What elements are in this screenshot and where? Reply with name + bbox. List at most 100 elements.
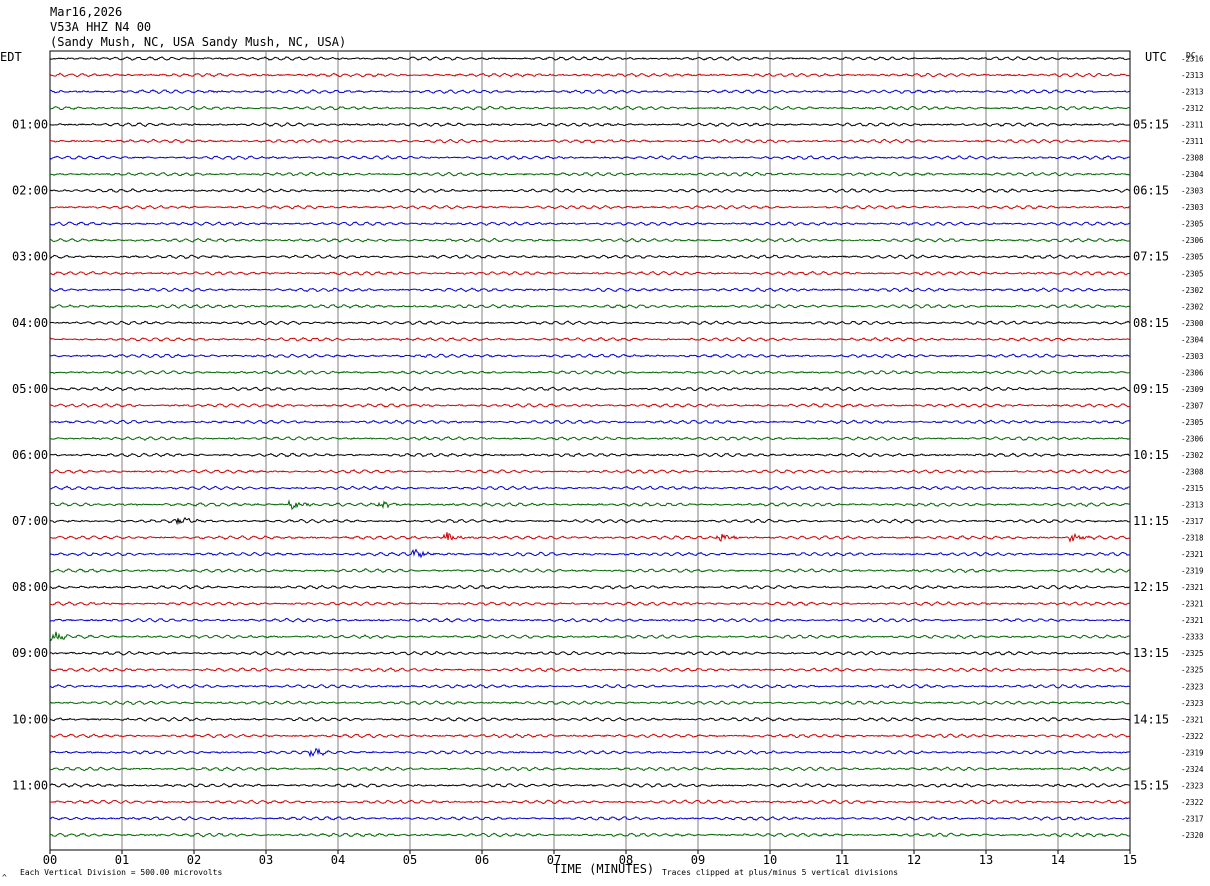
x-tick-label: 01 (115, 853, 129, 867)
utc-hour-label: 10:15 (1133, 448, 1169, 462)
dc-value-label: -2302 (1181, 286, 1204, 295)
trace-row-44 (49, 766, 1131, 772)
dc-value-label: -2304 (1181, 170, 1204, 179)
trace-row-26 (49, 469, 1131, 474)
edt-hour-label: 10:00 (12, 712, 48, 726)
trace-row-12 (49, 237, 1131, 243)
dc-value-label: -2307 (1181, 401, 1204, 410)
trace-row-42 (49, 733, 1131, 739)
dc-value-label: -2323 (1181, 781, 1204, 790)
trace-row-27 (49, 485, 1131, 491)
trace-row-4 (49, 105, 1131, 111)
trace-row-3 (49, 88, 1131, 94)
utc-hour-label: 06:15 (1133, 184, 1169, 198)
trace-row-8 (49, 171, 1131, 177)
edt-hour-label: 06:00 (12, 448, 48, 462)
dc-value-label: -2320 (1181, 831, 1204, 840)
x-tick-label: 07 (547, 853, 561, 867)
dc-value-label: -2304 (1181, 335, 1204, 344)
trace-row-47 (49, 816, 1131, 821)
utc-hour-label: 13:15 (1133, 646, 1169, 660)
x-tick-label: 05 (403, 853, 417, 867)
dc-value-label: -2317 (1181, 814, 1204, 823)
trace-row-39 (49, 684, 1131, 689)
x-tick-label: 15 (1123, 853, 1137, 867)
dc-value-label: -2322 (1181, 732, 1204, 741)
trace-row-5 (49, 122, 1131, 127)
utc-hour-label: 11:15 (1133, 514, 1169, 528)
dc-value-label: -2321 (1181, 715, 1204, 724)
utc-hour-label: 09:15 (1133, 382, 1169, 396)
trace-row-45 (49, 782, 1131, 788)
trace-row-24 (49, 436, 1131, 441)
dc-value-label: -2313 (1181, 71, 1204, 80)
dc-value-label: -2308 (1181, 468, 1204, 477)
trace-row-18 (49, 336, 1131, 342)
dc-value-label: -2306 (1181, 368, 1204, 377)
edt-hour-label: 11:00 (12, 778, 48, 792)
dc-value-label: -2305 (1181, 253, 1204, 262)
trace-row-19 (49, 353, 1131, 359)
trace-row-37 (49, 650, 1131, 656)
edt-hour-label: 02:00 (12, 184, 48, 198)
right-timezone-label: UTC (1145, 50, 1167, 64)
trace-row-6 (49, 138, 1131, 144)
dc-value-label: -2313 (1181, 501, 1204, 510)
plot-border (49, 50, 1131, 851)
dc-value-label: -2311 (1181, 121, 1204, 130)
trace-row-11 (49, 221, 1131, 227)
trace-row-36 (49, 631, 1131, 642)
dc-offset-labels: -2316 -2313 -2313 -2312 -2311 -2311 -2308 -2304… (1181, 55, 1204, 840)
trace-row-7 (49, 155, 1131, 160)
dc-value-label: -2311 (1181, 137, 1204, 146)
x-tick-label: 14 (1051, 853, 1065, 867)
dc-value-label: -2317 (1181, 517, 1204, 526)
dc-value-label: -2315 (1181, 484, 1204, 493)
dc-value-label: -2309 (1181, 385, 1204, 394)
dc-value-label: -2321 (1181, 550, 1204, 559)
trace-row-33 (49, 584, 1131, 590)
trace-row-20 (49, 369, 1131, 375)
dc-value-label: -2318 (1181, 534, 1204, 543)
dc-value-label: -2303 (1181, 203, 1204, 212)
dc-value-label: -2306 (1181, 236, 1204, 245)
trace-row-9 (49, 188, 1131, 194)
trace-row-16 (49, 303, 1131, 309)
x-tick-label: 06 (475, 853, 489, 867)
x-tick-label: 04 (331, 853, 345, 867)
dc-value-label: -2333 (1181, 633, 1204, 642)
dc-value-label: -2319 (1181, 567, 1204, 576)
dc-value-label: -2321 (1181, 600, 1204, 609)
dc-value-label: -2319 (1181, 748, 1204, 757)
dc-header-label: DC (1186, 51, 1196, 60)
trace-row-14 (49, 270, 1131, 276)
trace-row-34 (49, 601, 1131, 607)
trace-row-25 (49, 452, 1131, 458)
trace-row-38 (49, 667, 1131, 673)
plot-grid (49, 50, 1131, 851)
trace-row-28 (49, 499, 1131, 510)
dc-value-label: -2325 (1181, 649, 1204, 658)
edt-hour-label: 05:00 (12, 382, 48, 396)
x-tick-label: 03 (259, 853, 273, 867)
header-location: (Sandy Mush, NC, USA Sandy Mush, NC, USA… (50, 35, 346, 49)
dc-value-label: -2308 (1181, 154, 1204, 163)
left-timezone-label: EDT (0, 50, 22, 64)
dc-value-label: -2323 (1181, 699, 1204, 708)
dc-value-label: -2325 (1181, 666, 1204, 675)
x-tick-label: 00 (43, 853, 57, 867)
trace-row-31 (49, 548, 1131, 559)
utc-hour-label: 12:15 (1133, 580, 1169, 594)
dc-value-label: -2305 (1181, 220, 1204, 229)
dc-value-label: -2322 (1181, 798, 1204, 807)
header-station: V53A HHZ N4 00 (50, 20, 151, 34)
x-tick-label: 11 (835, 853, 849, 867)
trace-row-13 (49, 254, 1131, 260)
trace-row-22 (49, 403, 1131, 408)
clipping-note: Traces clipped at plus/minus 5 vertical … (662, 868, 898, 877)
utc-hour-label: 14:15 (1133, 712, 1169, 726)
trace-row-43 (49, 747, 1131, 758)
scale-marker: ^ (2, 873, 7, 882)
dc-value-label: -2312 (1181, 104, 1204, 113)
